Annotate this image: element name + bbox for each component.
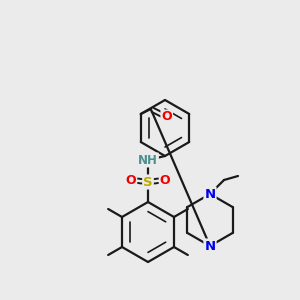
Text: N: N	[204, 239, 216, 253]
Text: NH: NH	[138, 154, 158, 166]
Text: O: O	[126, 173, 136, 187]
Text: O: O	[161, 110, 172, 124]
Text: O: O	[160, 173, 170, 187]
Text: N: N	[204, 188, 216, 200]
Text: S: S	[143, 176, 153, 188]
